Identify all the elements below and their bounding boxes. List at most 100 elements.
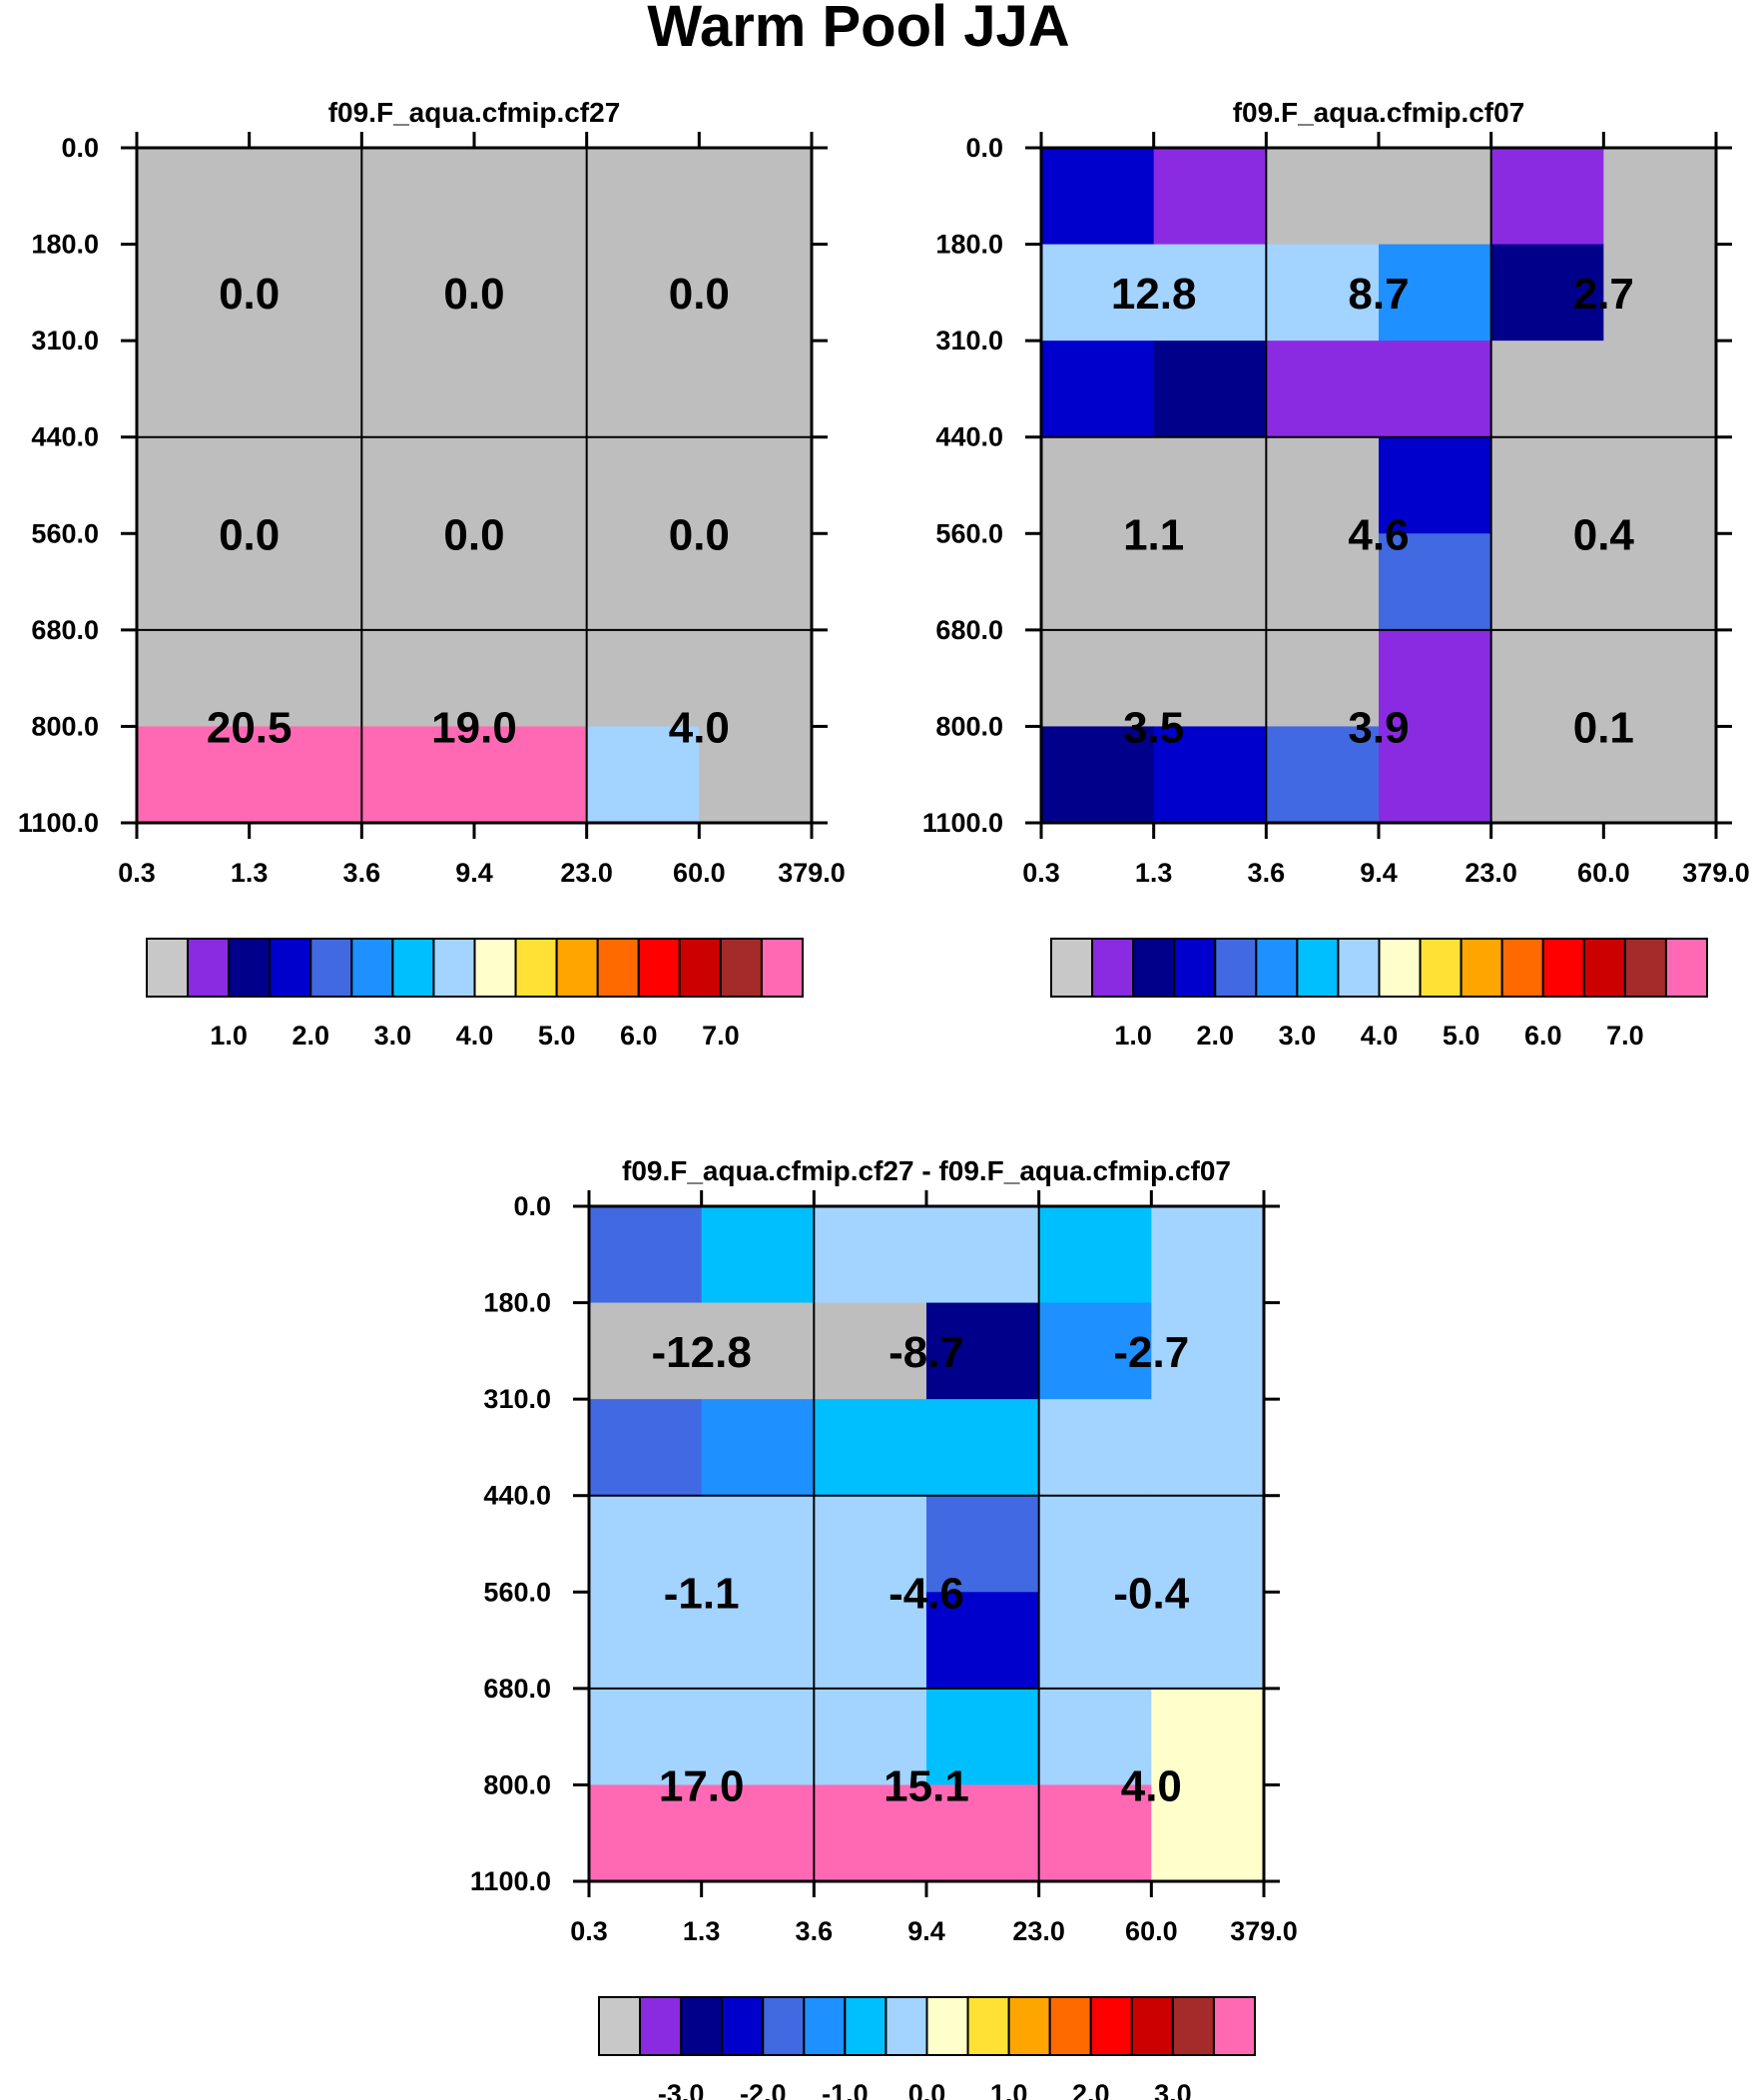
heatmap-cell (1041, 244, 1155, 342)
panel-3: f09.F_aqua.cfmip.cf27 - f09.F_aqua.cfmip… (470, 1155, 1298, 2100)
heatmap-cell (1153, 436, 1267, 534)
box-value-label: 0.4 (1573, 510, 1635, 559)
heatmap-cell (586, 148, 700, 246)
heatmap-cell (699, 726, 813, 824)
colorbar-label: 7.0 (702, 1021, 740, 1050)
colorbar-swatch (187, 938, 231, 998)
x-tick-label: 3.6 (1248, 858, 1286, 888)
heatmap-cell (1038, 1592, 1152, 1690)
colorbar-swatch (1091, 938, 1135, 998)
x-tick-label: 23.0 (1012, 1916, 1065, 1946)
heatmap-cell (1379, 341, 1492, 438)
heatmap-cell (1379, 436, 1492, 534)
x-tick-label: 60.0 (1577, 858, 1630, 888)
heatmap-cell (361, 726, 475, 824)
box-value-label: -4.6 (888, 1569, 964, 1618)
heatmap-cell (1151, 1592, 1265, 1690)
heatmap-cell (926, 1399, 1040, 1497)
x-tick-label: 1.3 (683, 1916, 721, 1946)
colorbar-label: 4.0 (1361, 1021, 1399, 1050)
heatmap-cell (1603, 148, 1717, 246)
heatmap-cell (1041, 341, 1155, 438)
y-tick-label: 0.0 (61, 133, 99, 163)
colorbar-swatch (678, 938, 722, 998)
y-tick-label: 680.0 (935, 615, 1003, 645)
y-tick-label: 180.0 (483, 1288, 551, 1318)
heatmap-cell (474, 244, 588, 342)
colorbar-label: 1.0 (990, 2079, 1028, 2100)
colorbar-swatch (1419, 938, 1463, 998)
box-value-label: 0.0 (443, 270, 504, 319)
heatmap-cell (1379, 533, 1492, 631)
heatmap-cell (361, 629, 475, 728)
colorbar-swatch (432, 938, 476, 998)
heatmap-cell (699, 148, 813, 246)
colorbar-swatch (228, 938, 272, 998)
colorbar-swatch (1255, 938, 1299, 998)
heatmap-cell (701, 1302, 815, 1400)
colorbar-swatch (1089, 1996, 1133, 2056)
heatmap-cell (699, 533, 813, 631)
colorbar-swatch (762, 1996, 806, 2056)
x-tick-label: 60.0 (673, 858, 726, 888)
box-value-label: 3.9 (1348, 703, 1409, 752)
box-value-label: -12.8 (652, 1328, 752, 1377)
heatmap-cell (1151, 1495, 1265, 1593)
x-tick-label: 0.3 (570, 1916, 608, 1946)
heatmap-cell (814, 1206, 927, 1304)
x-tick-label: 3.6 (343, 858, 381, 888)
heatmap-cell (1038, 1784, 1152, 1882)
colorbar-label: 3.0 (1154, 2079, 1192, 2100)
y-tick-label: 1100.0 (18, 808, 99, 838)
heatmap-cell (1379, 244, 1492, 342)
colorbar-label: 2.0 (1196, 1021, 1234, 1050)
heatmap-cell (586, 244, 700, 342)
colorbar-swatch (473, 938, 517, 998)
colorbar-swatch (596, 938, 640, 998)
heatmap-cell (1153, 726, 1267, 824)
box-value-label: 0.0 (443, 510, 504, 559)
colorbar-swatch (146, 938, 190, 998)
heatmap-cell (926, 1784, 1040, 1882)
heatmap-cell (701, 1495, 815, 1593)
colorbar-label: 0.0 (908, 2079, 946, 2100)
colorbar-swatch (1132, 938, 1176, 998)
colorbar-label: 5.0 (538, 1021, 576, 1050)
colorbar-swatch (637, 938, 681, 998)
heatmap-cell (814, 1302, 927, 1400)
heatmap-cell (1490, 244, 1604, 342)
colorbar-swatch (680, 1996, 724, 2056)
colorbar-label: 3.0 (374, 1021, 412, 1050)
heatmap-cell (1603, 436, 1717, 534)
y-tick-label: 560.0 (935, 518, 1003, 548)
box-value-label: 2.7 (1573, 270, 1634, 319)
x-tick-label: 60.0 (1125, 1916, 1178, 1946)
colorbar-swatch (1212, 1996, 1256, 2056)
y-tick-label: 680.0 (483, 1674, 551, 1704)
colorbar-swatch (309, 938, 353, 998)
x-tick-label: 3.6 (796, 1916, 834, 1946)
colorbar-swatch (1171, 1996, 1215, 2056)
box-value-label: 1.1 (1123, 510, 1184, 559)
y-tick-label: 180.0 (935, 230, 1003, 260)
heatmap-cell (137, 629, 251, 728)
heatmap-cell (474, 533, 588, 631)
x-tick-label: 9.4 (907, 1916, 945, 1946)
y-tick-label: 560.0 (483, 1577, 551, 1607)
heatmap-cell (137, 341, 251, 438)
heatmap-cell (474, 629, 588, 728)
heatmap-cell (1041, 436, 1155, 534)
heatmap-cell (926, 1495, 1040, 1593)
heatmap-cell (249, 244, 362, 342)
heatmap-cell (137, 148, 251, 246)
heatmap-cell (137, 533, 251, 631)
heatmap-cell (361, 148, 475, 246)
heatmap-cell (1490, 148, 1604, 246)
heatmap-cell (1038, 1302, 1152, 1400)
x-tick-label: 379.0 (778, 858, 846, 888)
heatmap-cell (589, 1302, 703, 1400)
box-value-label: -1.1 (664, 1569, 740, 1618)
heatmap-cell (586, 341, 700, 438)
box-value-label: 17.0 (659, 1761, 745, 1810)
colorbar-swatch (844, 1996, 887, 2056)
